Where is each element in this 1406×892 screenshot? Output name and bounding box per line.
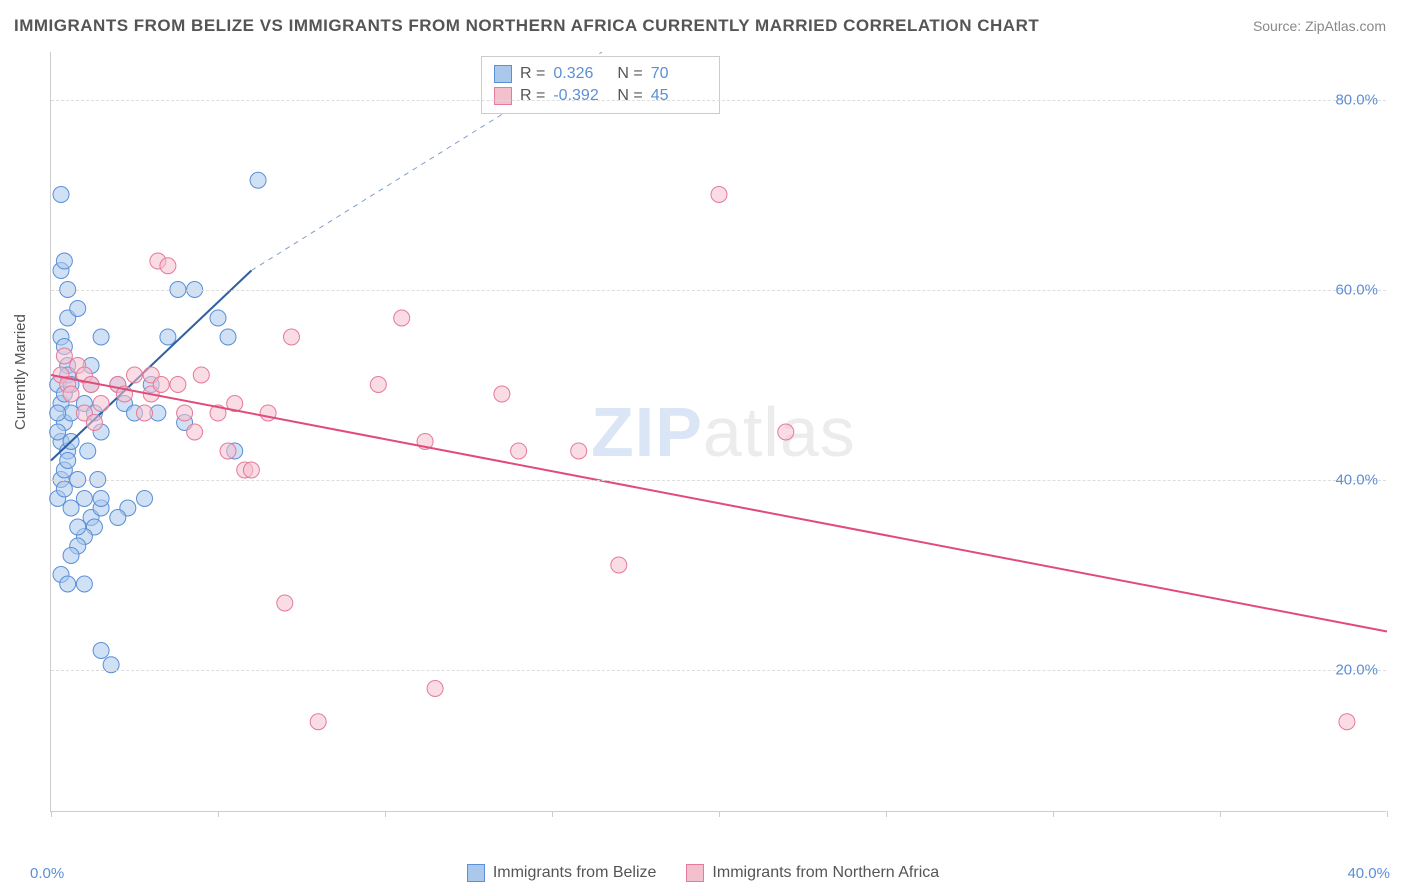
- data-point: [50, 405, 66, 421]
- data-point: [70, 301, 86, 317]
- n-value: 70: [651, 65, 707, 83]
- data-point: [778, 424, 794, 440]
- legend-item: Immigrants from Belize: [467, 864, 657, 882]
- legend-item: Immigrants from Northern Africa: [686, 864, 939, 882]
- y-tick-label: 20.0%: [1335, 661, 1378, 678]
- data-point: [127, 367, 143, 383]
- gridline: [51, 670, 1386, 671]
- stats-row: R = -0.392 N = 45: [494, 85, 707, 107]
- x-tick: [1387, 811, 1388, 817]
- data-point: [63, 386, 79, 402]
- x-tick: [1220, 811, 1221, 817]
- x-tick: [719, 811, 720, 817]
- x-tick: [385, 811, 386, 817]
- data-point: [310, 714, 326, 730]
- data-point: [210, 310, 226, 326]
- data-point: [93, 396, 109, 412]
- data-point: [60, 453, 76, 469]
- regression-line: [51, 375, 1387, 632]
- data-point: [187, 424, 203, 440]
- data-point: [250, 172, 266, 188]
- legend-swatch: [686, 864, 704, 882]
- data-point: [711, 187, 727, 203]
- x-tick: [1053, 811, 1054, 817]
- bottom-legend: Immigrants from Belize Immigrants from No…: [0, 864, 1406, 882]
- data-point: [63, 500, 79, 516]
- data-point: [56, 481, 72, 497]
- data-point: [177, 405, 193, 421]
- data-point: [56, 348, 72, 364]
- data-point: [220, 329, 236, 345]
- data-point: [170, 377, 186, 393]
- data-point: [571, 443, 587, 459]
- data-point: [137, 405, 153, 421]
- data-point: [243, 462, 259, 478]
- stats-legend-box: R = 0.326 N = 70 R = -0.392 N = 45: [481, 56, 720, 114]
- data-point: [370, 377, 386, 393]
- data-point: [427, 681, 443, 697]
- x-tick: [218, 811, 219, 817]
- x-tick: [552, 811, 553, 817]
- data-point: [137, 491, 153, 507]
- data-point: [394, 310, 410, 326]
- x-tick-label-right: 40.0%: [1347, 865, 1390, 882]
- data-point: [93, 329, 109, 345]
- data-point: [76, 491, 92, 507]
- x-tick: [51, 811, 52, 817]
- data-point: [93, 643, 109, 659]
- legend-swatch: [494, 87, 512, 105]
- x-tick: [886, 811, 887, 817]
- data-point: [1339, 714, 1355, 730]
- plot-svg: [51, 52, 1386, 811]
- gridline: [51, 480, 1386, 481]
- stats-row: R = 0.326 N = 70: [494, 63, 707, 85]
- r-value: -0.392: [553, 87, 609, 105]
- data-point: [193, 367, 209, 383]
- n-label: N =: [617, 65, 642, 83]
- y-tick-label: 40.0%: [1335, 471, 1378, 488]
- data-point: [50, 424, 66, 440]
- data-point: [494, 386, 510, 402]
- r-label: R =: [520, 65, 545, 83]
- data-point: [277, 595, 293, 611]
- x-tick-label-left: 0.0%: [30, 865, 64, 882]
- data-point: [63, 548, 79, 564]
- data-point: [56, 253, 72, 269]
- data-point: [60, 576, 76, 592]
- data-point: [160, 258, 176, 274]
- data-point: [93, 491, 109, 507]
- gridline: [51, 290, 1386, 291]
- data-point: [53, 187, 69, 203]
- source-attribution: Source: ZipAtlas.com: [1253, 18, 1386, 34]
- gridline: [51, 100, 1386, 101]
- y-tick-label: 80.0%: [1335, 91, 1378, 108]
- data-point: [86, 415, 102, 431]
- data-point: [70, 519, 86, 535]
- plot-area: ZIPatlas R = 0.326 N = 70 R = -0.392 N =…: [50, 52, 1386, 812]
- data-point: [220, 443, 236, 459]
- data-point: [511, 443, 527, 459]
- data-point: [76, 576, 92, 592]
- data-point: [283, 329, 299, 345]
- legend-label: Immigrants from Northern Africa: [712, 864, 939, 882]
- n-value: 45: [651, 87, 707, 105]
- legend-label: Immigrants from Belize: [493, 864, 657, 882]
- data-point: [611, 557, 627, 573]
- y-tick-label: 60.0%: [1335, 281, 1378, 298]
- legend-swatch: [494, 65, 512, 83]
- data-point: [153, 377, 169, 393]
- n-label: N =: [617, 87, 642, 105]
- y-axis-label: Currently Married: [12, 314, 29, 430]
- r-label: R =: [520, 87, 545, 105]
- r-value: 0.326: [553, 65, 609, 83]
- chart-title: IMMIGRANTS FROM BELIZE VS IMMIGRANTS FRO…: [14, 16, 1039, 36]
- legend-swatch: [467, 864, 485, 882]
- chart-container: IMMIGRANTS FROM BELIZE VS IMMIGRANTS FRO…: [0, 0, 1406, 892]
- data-point: [110, 510, 126, 526]
- data-point: [160, 329, 176, 345]
- data-point: [80, 443, 96, 459]
